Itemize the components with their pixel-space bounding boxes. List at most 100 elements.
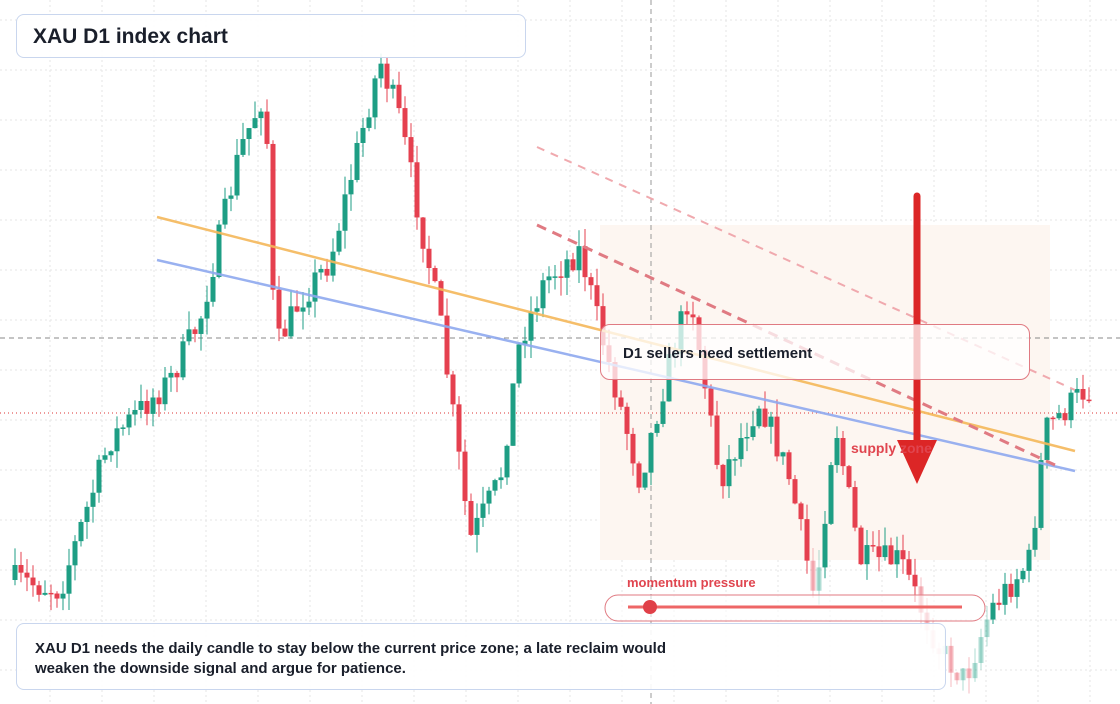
candle-body [78,521,84,542]
candle-body [1080,388,1086,400]
candle-body [210,276,216,302]
candle-body [732,459,738,461]
candle-body [1050,417,1056,420]
candle-body [792,479,798,504]
callout: D1 sellers need settlement [600,324,1030,380]
candle-body [864,545,870,565]
candle-body [282,328,288,337]
candle-body [528,311,534,341]
candle-body [234,154,240,196]
candle-body [846,466,852,488]
candle-body [786,452,792,480]
candle-body [906,559,912,575]
candle-body [624,406,630,434]
candle-body [102,455,108,460]
candle-body [270,143,276,290]
candle-body [882,545,888,558]
candle-body [132,409,138,415]
candle-body [144,400,150,414]
candle-body [588,277,594,286]
candle-body [1032,527,1038,550]
candle-body [438,281,444,316]
candle-body [486,490,492,504]
candle-body [36,585,42,595]
candle-body [552,276,558,278]
candle-body [174,372,180,378]
candle-body [228,195,234,199]
candle-body [546,276,552,281]
candle-body [318,268,324,273]
candle-body [978,637,984,663]
supply-zone-area [600,225,1050,560]
note: XAU D1 needs the daily candle to stay be… [16,623,946,690]
candle-body [138,400,144,410]
candle-body [306,301,312,308]
candle-body [276,289,282,329]
candle-body [96,459,102,493]
candle-body [1062,413,1068,421]
candle-body [498,477,504,481]
candle-body [876,546,882,558]
candle-body [990,602,996,620]
candle-body [1038,460,1044,528]
candle-body [330,251,336,276]
zone-label: supply zone [851,440,932,456]
candle-body [516,344,522,384]
candle-body [372,78,378,118]
candle-body [432,268,438,282]
candle-body [642,472,648,488]
candle-body [60,593,66,599]
candle-body [474,517,480,535]
candle-body [768,416,774,427]
candle-body [750,426,756,437]
candle-body [1044,417,1050,461]
candle-body [738,438,744,460]
candle-body [576,246,582,271]
candle-body [630,433,636,464]
candle-body [1026,549,1032,571]
candle-body [48,592,54,595]
candle-body [774,416,780,457]
candle-body [972,662,978,679]
candle-body [444,315,450,375]
candle-body [648,432,654,473]
candle-body [816,567,822,591]
candle-body [72,541,78,566]
candle-body [342,194,348,231]
candle-body [654,423,660,433]
candle-body [726,459,732,487]
candle-body [1056,413,1062,419]
candle-body [870,545,876,547]
candle-body [24,572,30,578]
candle-body [558,276,564,278]
candle-body [90,492,96,507]
candle-body [426,248,432,269]
candle-body [690,314,696,318]
candle-body [168,372,174,378]
candle-body [120,427,126,429]
candle-body [468,501,474,535]
candle-body [522,340,528,345]
candles [12,53,1092,694]
candle-body [510,383,516,446]
candle-body [720,464,726,487]
candle-body [360,127,366,143]
candle-body [198,318,204,334]
candle-body [534,308,540,312]
candle-body [948,645,954,673]
candle-body [108,451,114,456]
candle-body [996,602,1002,605]
candle-body [354,142,360,180]
candle-body [756,408,762,427]
candle-body [366,117,372,128]
candle-body [156,397,162,405]
candle-body [636,463,642,488]
candle-body [960,668,966,681]
candle-body [714,415,720,465]
candle-body [384,63,390,89]
candle-body [1020,570,1026,580]
candle-body [840,437,846,467]
candle-body [744,436,750,439]
candle-body [828,465,834,524]
candle-body [684,311,690,315]
